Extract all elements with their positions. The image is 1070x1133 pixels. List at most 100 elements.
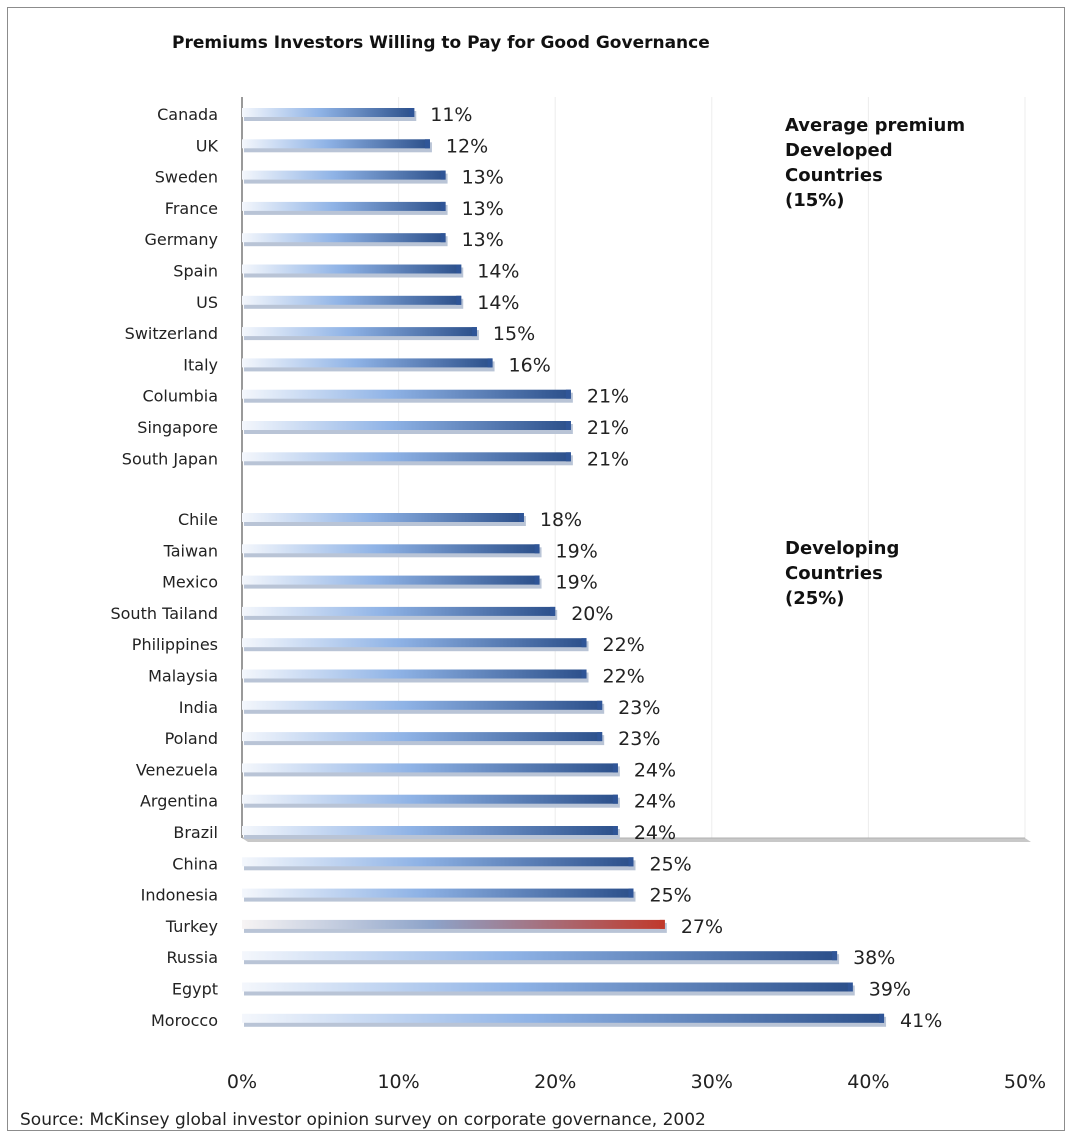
bar xyxy=(242,794,618,804)
category-label: Chile xyxy=(178,510,218,529)
value-label: 21% xyxy=(587,417,629,439)
value-label: 21% xyxy=(587,386,629,408)
bar xyxy=(242,544,540,554)
labels: 0% 10% 20% 30% 40% 50% Canada 11% UK 12% Sweden 13%… xyxy=(110,104,1046,1093)
bar-end xyxy=(440,201,446,211)
category-label: Philippines xyxy=(132,635,218,654)
bar-end xyxy=(565,452,571,462)
bar-end xyxy=(565,421,571,430)
bar-end xyxy=(518,513,524,522)
bar-end xyxy=(847,982,853,992)
category-label: Mexico xyxy=(162,573,218,592)
bar-end xyxy=(612,826,618,835)
bar xyxy=(242,358,493,368)
category-label: Germany xyxy=(144,230,218,249)
bar xyxy=(242,669,587,679)
value-label: 12% xyxy=(446,135,488,157)
bar-end xyxy=(581,638,587,648)
bar xyxy=(242,732,603,742)
bar-end xyxy=(581,669,587,679)
value-label: 11% xyxy=(430,104,472,126)
bar xyxy=(242,295,462,305)
bar-end xyxy=(628,857,634,867)
value-label: 22% xyxy=(603,666,645,688)
x-tick-label: 50% xyxy=(1004,1071,1046,1093)
bar-end xyxy=(832,951,838,961)
category-label: Venezuela xyxy=(136,760,218,779)
category-label: US xyxy=(196,293,218,312)
category-label: France xyxy=(165,199,218,218)
category-label: South Japan xyxy=(122,449,218,468)
value-label: 18% xyxy=(540,509,582,531)
bar xyxy=(242,421,571,430)
bar-end xyxy=(424,139,430,149)
category-label: Sweden xyxy=(155,168,218,187)
category-label: Taiwan xyxy=(163,541,218,560)
category-label: Morocco xyxy=(151,1011,218,1030)
bar-end xyxy=(659,919,665,929)
value-label: 15% xyxy=(493,323,535,345)
value-label: 25% xyxy=(650,853,692,875)
bar-end xyxy=(597,732,603,742)
developed-average-annotation: Average premium Developed Countries (15%… xyxy=(785,115,966,211)
x-tick-label: 20% xyxy=(534,1071,576,1093)
category-label: Argentina xyxy=(140,792,218,811)
bar xyxy=(242,951,838,961)
bar xyxy=(242,327,477,337)
chart-title: Premiums Investors Willing to Pay for Go… xyxy=(172,33,710,53)
value-label: 21% xyxy=(587,448,629,470)
value-label: 38% xyxy=(853,947,895,969)
bar-end xyxy=(440,170,446,180)
bar xyxy=(242,763,618,773)
value-label: 41% xyxy=(900,1010,942,1032)
category-label: Indonesia xyxy=(141,886,218,905)
x-tick-label: 30% xyxy=(691,1071,733,1093)
category-label: Turkey xyxy=(165,917,218,936)
category-label: Egypt xyxy=(172,980,218,999)
value-label: 22% xyxy=(603,634,645,656)
value-label: 24% xyxy=(634,791,676,813)
category-label: Canada xyxy=(157,105,218,124)
value-label: 25% xyxy=(650,885,692,907)
bar xyxy=(242,389,571,399)
value-label: 24% xyxy=(634,822,676,844)
value-label: 27% xyxy=(681,916,723,938)
bar-end xyxy=(487,358,493,368)
value-label: 13% xyxy=(462,198,504,220)
bars xyxy=(242,108,887,1027)
value-label: 14% xyxy=(477,292,519,314)
value-label: 23% xyxy=(618,697,660,719)
bar xyxy=(242,139,430,149)
category-label: UK xyxy=(196,136,219,155)
value-label: 24% xyxy=(634,759,676,781)
bar-end xyxy=(565,389,571,399)
value-label: 20% xyxy=(571,603,613,625)
category-label: Columbia xyxy=(142,387,218,406)
bar-end xyxy=(456,264,462,274)
bar xyxy=(242,919,665,929)
bar-end xyxy=(612,794,618,804)
bar-end xyxy=(534,575,540,585)
bar xyxy=(242,888,634,898)
value-label: 19% xyxy=(556,572,598,594)
bar xyxy=(242,857,634,867)
category-label: Malaysia xyxy=(148,667,218,686)
bar xyxy=(242,201,446,211)
category-label: Poland xyxy=(165,729,218,748)
bar xyxy=(242,513,524,522)
category-label: China xyxy=(172,854,218,873)
bar-end xyxy=(440,233,446,243)
bar xyxy=(242,264,462,274)
bar xyxy=(242,108,415,117)
category-label: Spain xyxy=(173,262,218,281)
bar xyxy=(242,826,618,835)
value-label: 13% xyxy=(462,229,504,251)
category-label: India xyxy=(179,698,218,717)
category-label: Russia xyxy=(167,948,218,967)
bar xyxy=(242,700,603,710)
bar-end xyxy=(471,327,477,337)
bar xyxy=(242,452,571,462)
category-label: Brazil xyxy=(173,823,218,842)
value-label: 16% xyxy=(509,354,551,376)
